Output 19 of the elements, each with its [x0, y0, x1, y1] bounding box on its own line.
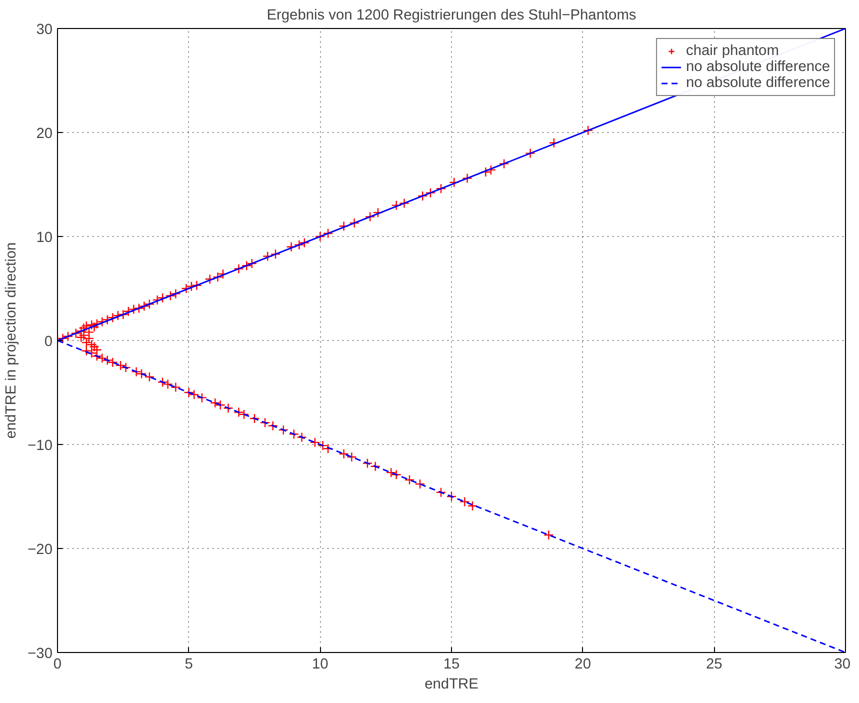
x-tick-label: 30 [834, 656, 851, 672]
x-tick-label: 15 [443, 656, 460, 672]
y-tick-label: −10 [28, 438, 53, 454]
legend-label: chair phantom [686, 43, 779, 59]
x-tick-label: 10 [312, 656, 328, 672]
x-tick-label: 5 [184, 656, 193, 672]
legend-label: no absolute difference [686, 75, 830, 91]
chart-title: Ergebnis von 1200 Registrierungen des Stuhl−Phantoms [266, 8, 636, 24]
y-tick-label: 0 [44, 334, 53, 350]
y-tick-label: −20 [28, 542, 53, 558]
legend-label: no absolute difference [686, 59, 830, 75]
y-tick-label: 30 [36, 22, 53, 38]
y-tick-label: −30 [28, 646, 53, 662]
y-axis-title: endTRE in projection direction [4, 242, 20, 439]
x-tick-label: 25 [706, 656, 722, 672]
x-axis-title: endTRE [424, 676, 479, 692]
x-tick-label: 20 [574, 656, 591, 672]
y-tick-label: 20 [36, 126, 53, 142]
y-tick-label: 10 [36, 230, 53, 246]
